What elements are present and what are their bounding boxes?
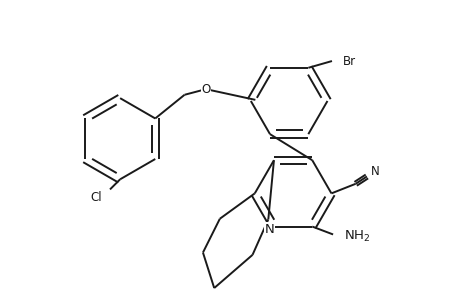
Text: Cl: Cl	[90, 191, 102, 204]
Text: N: N	[369, 166, 378, 178]
Text: NH$_2$: NH$_2$	[344, 229, 370, 244]
Text: Br: Br	[342, 55, 356, 68]
Text: N: N	[264, 223, 274, 236]
Text: O: O	[201, 83, 210, 96]
